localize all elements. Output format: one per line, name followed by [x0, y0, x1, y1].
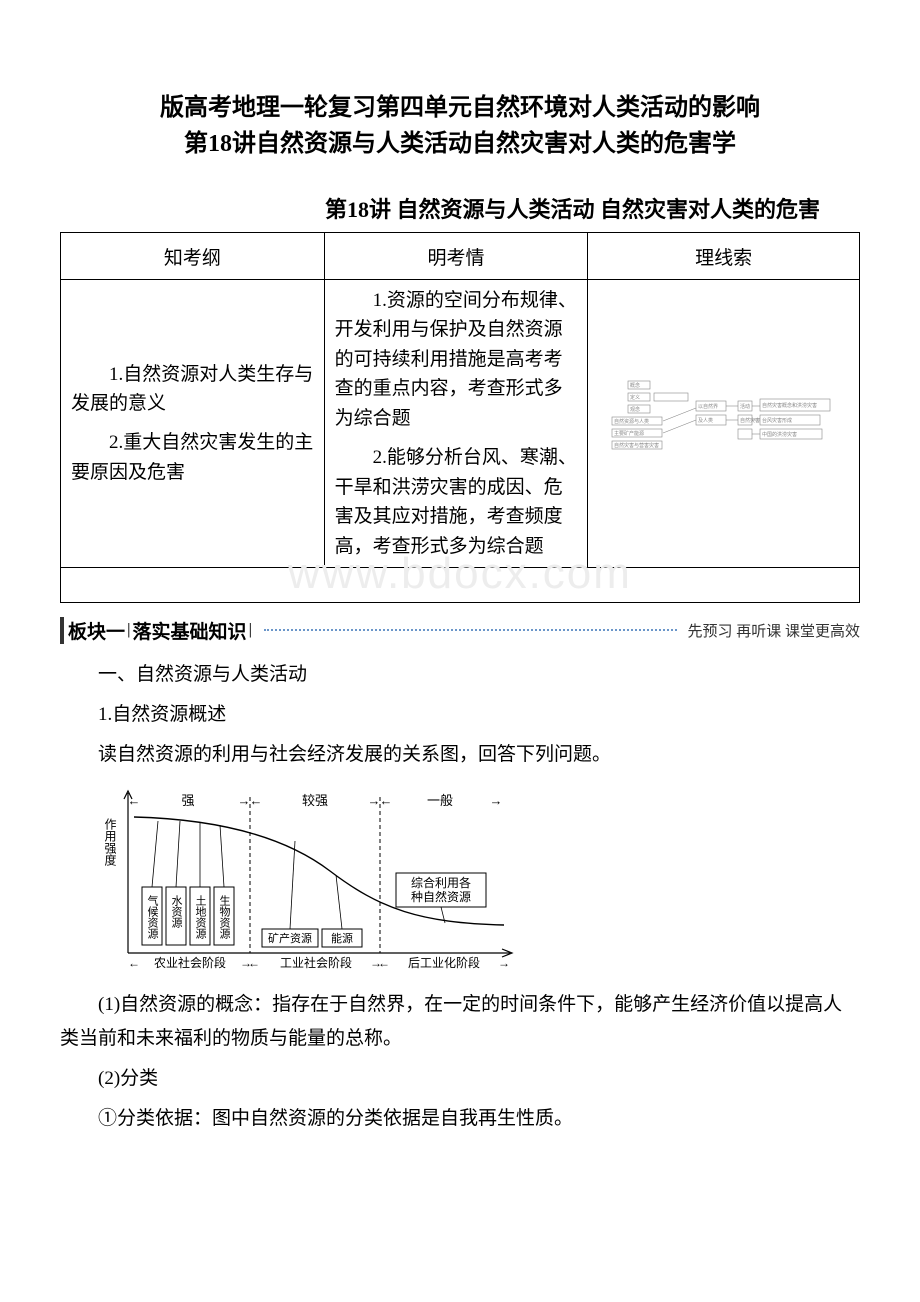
segment-label: 较强 [302, 793, 328, 808]
mini-label: 自然灾害与营害灾害 [614, 442, 659, 449]
section-mid-label: 落实基础知识 [133, 617, 247, 644]
resource-label: 气候资源 [146, 893, 159, 939]
mini-label: 活动 [740, 403, 750, 410]
paragraph: ①分类依据：图中自然资源的分类依据是自我再生性质。 [60, 1102, 860, 1136]
header-cell: 理线索 [588, 233, 860, 280]
arrow-left-icon: ← [250, 793, 263, 808]
mini-label: 主要矿产能源 [614, 430, 644, 437]
mini-label: 自然资源与人类 [614, 418, 649, 425]
resource-label: 能源 [331, 931, 353, 945]
arrow-left-icon: ← [248, 956, 260, 970]
document-page: 版高考地理一轮复习第四单元自然环境对人类活动的影响 第18讲自然资源与人类活动自… [0, 0, 920, 1182]
paragraph: 读自然资源的利用与社会经济发展的关系图，回答下列问题。 [60, 738, 860, 772]
mini-label: 及人类 [698, 417, 713, 424]
mini-label: 以自然界 [698, 403, 718, 410]
title-line-2: 第18讲自然资源与人类活动自然灾害对人类的危害学 [60, 126, 860, 162]
arrow-left-icon: ← [128, 956, 140, 970]
table-empty-row: www.bdocx.com [61, 567, 860, 602]
section-divider-icon: | [125, 621, 133, 639]
mini-label: 台风灾害形成 [762, 417, 792, 424]
mini-label: 自然灾害概念和洪涝灾害 [762, 402, 817, 409]
mini-label: 观念 [630, 406, 640, 413]
resource-label: 综合利用各 [411, 875, 471, 890]
resource-label: 矿产资源 [268, 931, 312, 945]
mini-label: 中国的洪涝灾害 [762, 431, 797, 438]
exam-item-1: 1.资源的空间分布规律、开发利用与保护及自然资源的可持续利用措施是高考考查的重点… [335, 286, 578, 433]
paragraph: 1.自然资源概述 [60, 698, 860, 732]
stage-label: 工业社会阶段 [280, 955, 352, 970]
concept-map-thumbnail: 概念 定义 观念 自然资源与人类 主要矿产能源 自然灾害与营害灾害 以自然界 及… [598, 375, 848, 465]
mini-label: 自然灾害 [740, 417, 760, 424]
exam-item-2: 2.能够分析台风、寒潮、干旱和洪涝灾害的成因、危害及其应对措施，考查频度高，考查… [335, 443, 578, 561]
arrow-left-icon: ← [378, 956, 390, 970]
section-divider-icon: | [247, 621, 255, 639]
paragraph: (2)分类 [60, 1062, 860, 1096]
arrow-right-icon: → [490, 793, 503, 808]
resource-curve-chart: 作用强度 ← 强 → ← 较强 → ← 一般 → 气候资源 [100, 783, 860, 978]
title-line-1: 版高考地理一轮复习第四单元自然环境对人类活动的影响 [60, 90, 860, 126]
mini-label: 概念 [630, 382, 640, 389]
resource-label: 水资源 [170, 894, 183, 928]
stage-label: 农业社会阶段 [154, 955, 226, 970]
y-axis-label: 作用强度 [103, 817, 117, 865]
syllabus-table: 知考纲 明考情 理线索 1.自然资源对人类生存与发展的意义 2.重大自然灾害发生… [60, 232, 860, 603]
arrow-left-icon: ← [380, 793, 393, 808]
table-header-row: 知考纲 明考情 理线索 [61, 233, 860, 280]
section-dotted-rule [264, 629, 677, 631]
syllabus-cell-diagram: 概念 定义 观念 自然资源与人类 主要矿产能源 自然灾害与营害灾害 以自然界 及… [588, 280, 860, 568]
header-cell: 知考纲 [61, 233, 325, 280]
syllabus-cell-outline: 1.自然资源对人类生存与发展的意义 2.重大自然灾害发生的主要原因及危害 [61, 280, 325, 568]
paragraph: (1)自然资源的概念：指存在于自然界，在一定的时间条件下，能够产生经济价值以提高… [60, 988, 860, 1056]
section-right-label: 先预习 再听课 课堂更高效 [687, 620, 860, 641]
header-cell: 明考情 [324, 233, 588, 280]
resource-label: 生物资源 [218, 893, 231, 939]
stage-label: 后工业化阶段 [408, 955, 480, 970]
syllabus-cell-exam: 1.资源的空间分布规律、开发利用与保护及自然资源的可持续利用措施是高考考查的重点… [324, 280, 588, 568]
lecture-subtitle: 第18讲 自然资源与人类活动 自然灾害对人类的危害 [60, 192, 820, 224]
table-row: 1.自然资源对人类生存与发展的意义 2.重大自然灾害发生的主要原因及危害 1.资… [61, 280, 860, 568]
mini-label: 定义 [630, 394, 640, 401]
arrow-right-icon: → [498, 956, 510, 970]
outline-item-2: 2.重大自然灾害发生的主要原因及危害 [71, 428, 314, 487]
main-title-block: 版高考地理一轮复习第四单元自然环境对人类活动的影响 第18讲自然资源与人类活动自… [60, 90, 860, 162]
arrow-left-icon: ← [128, 793, 141, 808]
segment-label: 一般 [427, 793, 453, 808]
section-left-label: 板块一 [60, 617, 125, 644]
segment-label: 强 [181, 793, 194, 808]
resource-label: 种自然资源 [411, 889, 471, 904]
heading-1: 一、自然资源与人类活动 [60, 658, 860, 692]
resource-label: 土地资源 [194, 894, 207, 939]
section-banner: 板块一 | 落实基础知识 | 先预习 再听课 课堂更高效 [60, 617, 860, 644]
outline-item-1: 1.自然资源对人类生存与发展的意义 [71, 360, 314, 419]
